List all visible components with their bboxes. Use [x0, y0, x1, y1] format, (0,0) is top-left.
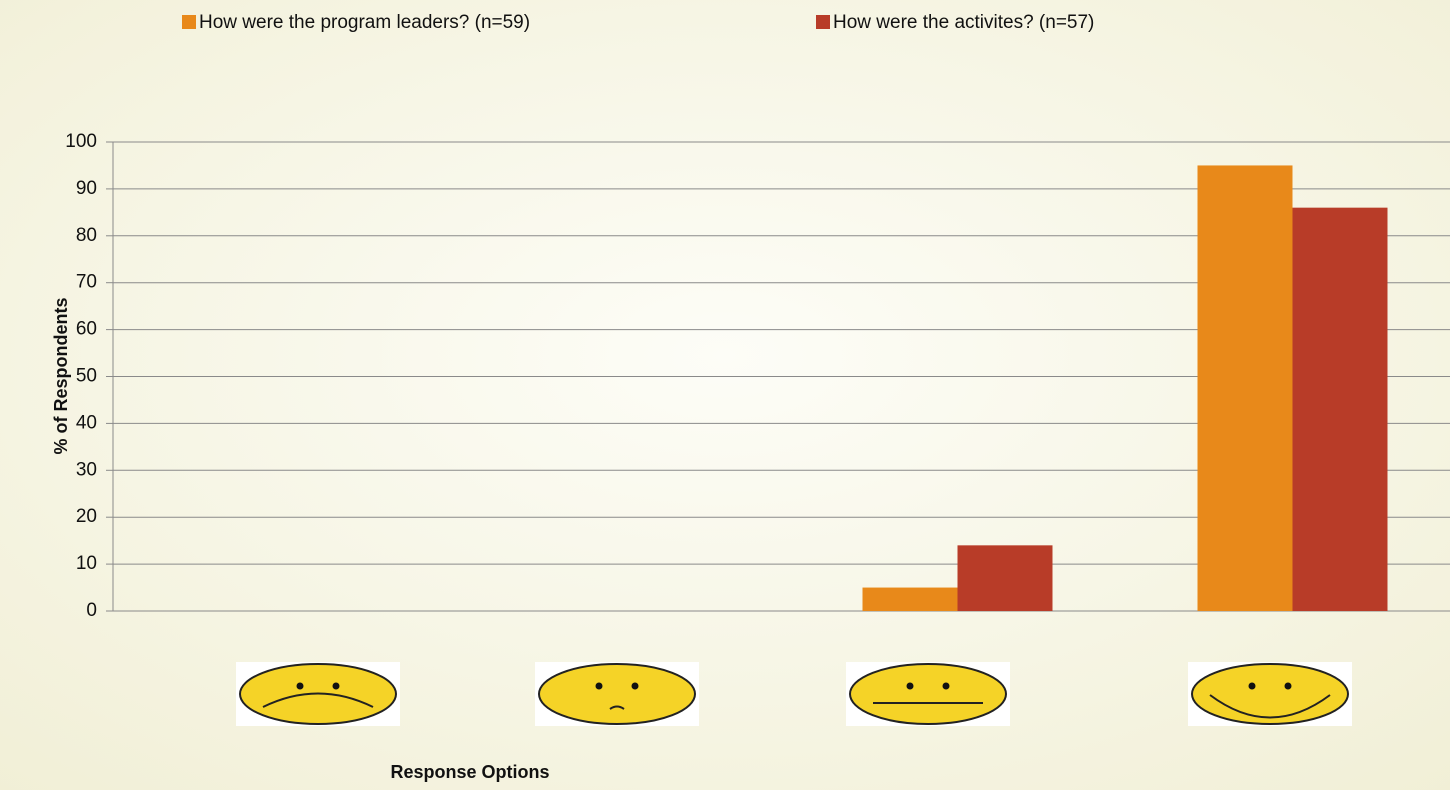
x-axis-title: Response Options: [390, 762, 549, 782]
face-eye: [1248, 682, 1256, 690]
bar: [862, 587, 958, 611]
y-axis-title: % of Respondents: [51, 297, 71, 454]
face-mouth: [609, 705, 625, 710]
legend-label: How were the program leaders? (n=59): [199, 12, 530, 33]
y-tick-label: 20: [76, 506, 97, 527]
bar: [1197, 165, 1293, 611]
y-tick-label: 90: [76, 178, 97, 199]
legend-label: How were the activites? (n=57): [833, 12, 1094, 33]
face-mouth: [262, 692, 374, 708]
face-eye: [332, 682, 340, 690]
face-mouth: [1209, 694, 1331, 719]
y-tick-label: 70: [76, 272, 97, 293]
bar: [1292, 207, 1388, 611]
y-tick-label: 50: [76, 366, 97, 387]
face-eye: [942, 682, 950, 690]
legend-swatch: [182, 15, 196, 29]
y-tick-label: 30: [76, 459, 97, 480]
faces: [236, 662, 1352, 726]
face: [1191, 663, 1349, 725]
legend-swatch: [816, 15, 830, 29]
face-eye: [296, 682, 304, 690]
y-tick-label: 100: [65, 131, 97, 152]
face: [538, 663, 696, 725]
y-tick-label: 60: [76, 319, 97, 340]
y-tick-label: 0: [86, 600, 97, 621]
face: [849, 663, 1007, 725]
face-eye: [631, 682, 639, 690]
y-tick-label: 40: [76, 412, 97, 433]
bar: [957, 545, 1053, 611]
face-eye: [595, 682, 603, 690]
face-eye: [906, 682, 914, 690]
y-tick-label: 10: [76, 553, 97, 574]
y-tick-label: 80: [76, 225, 97, 246]
face-eye: [1284, 682, 1292, 690]
